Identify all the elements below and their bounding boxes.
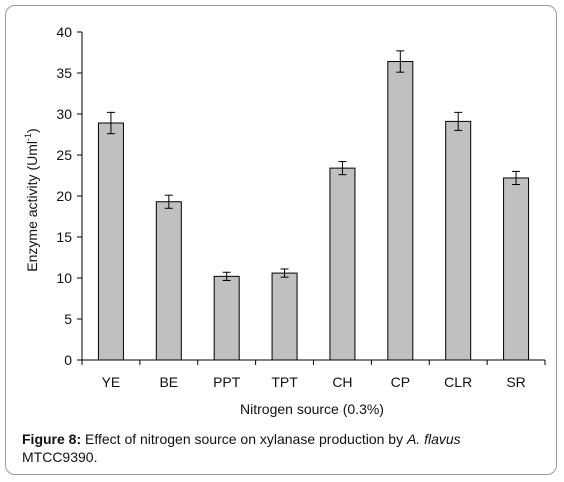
x-category-label-tpt: TPT bbox=[271, 374, 298, 390]
y-tick-label: 25 bbox=[56, 147, 72, 163]
x-category-labels: YE BE PPT TPT CH CP CLR SR bbox=[81, 360, 546, 390]
y-tick-label: 35 bbox=[56, 65, 72, 81]
y-tick-label: 30 bbox=[56, 106, 72, 122]
y-axis-label: Enzyme activity (Uml-1) bbox=[23, 128, 40, 271]
y-axis-label-close: ) bbox=[24, 128, 40, 133]
caption-organism: A. flavus bbox=[406, 431, 461, 447]
bar-sr bbox=[503, 177, 530, 361]
bar-clr bbox=[445, 120, 472, 361]
bar-ppt bbox=[213, 275, 240, 361]
bars-group bbox=[97, 61, 530, 361]
x-axis-label: Nitrogen source (0.3%) bbox=[240, 401, 384, 417]
x-category-label-ch: CH bbox=[332, 374, 352, 390]
figure-caption: Figure 8: Effect of nitrogen source on x… bbox=[22, 430, 542, 466]
caption-line2: MTCC9390. bbox=[22, 449, 98, 465]
y-axis-ticks: 0 5 10 15 20 25 30 35 40 bbox=[56, 24, 82, 368]
bar-cp bbox=[387, 61, 414, 361]
y-tick-label: 20 bbox=[56, 188, 72, 204]
y-tick-label: 5 bbox=[64, 311, 72, 327]
y-tick-label: 15 bbox=[56, 229, 72, 245]
bar-ch bbox=[329, 167, 356, 361]
x-category-label-ye: YE bbox=[102, 374, 121, 390]
bar-be bbox=[155, 201, 182, 361]
y-axis-label-sup: -1 bbox=[23, 133, 33, 141]
x-category-label-sr: SR bbox=[506, 374, 525, 390]
y-axis-label-main: Enzyme activity (Uml bbox=[24, 141, 40, 272]
y-tick-label: 10 bbox=[56, 270, 72, 286]
caption-label: Figure 8: bbox=[22, 431, 82, 447]
bar-tpt bbox=[271, 272, 298, 361]
x-category-label-cp: CP bbox=[391, 374, 410, 390]
y-tick-label: 40 bbox=[56, 24, 72, 40]
y-tick-label: 0 bbox=[64, 352, 72, 368]
caption-text: Effect of nitrogen source on xylanase pr… bbox=[81, 431, 407, 447]
x-category-label-ppt: PPT bbox=[213, 374, 241, 390]
error-bars-group bbox=[106, 50, 521, 281]
bar-ye bbox=[97, 122, 124, 361]
x-category-label-be: BE bbox=[159, 374, 178, 390]
x-category-label-clr: CLR bbox=[444, 374, 472, 390]
